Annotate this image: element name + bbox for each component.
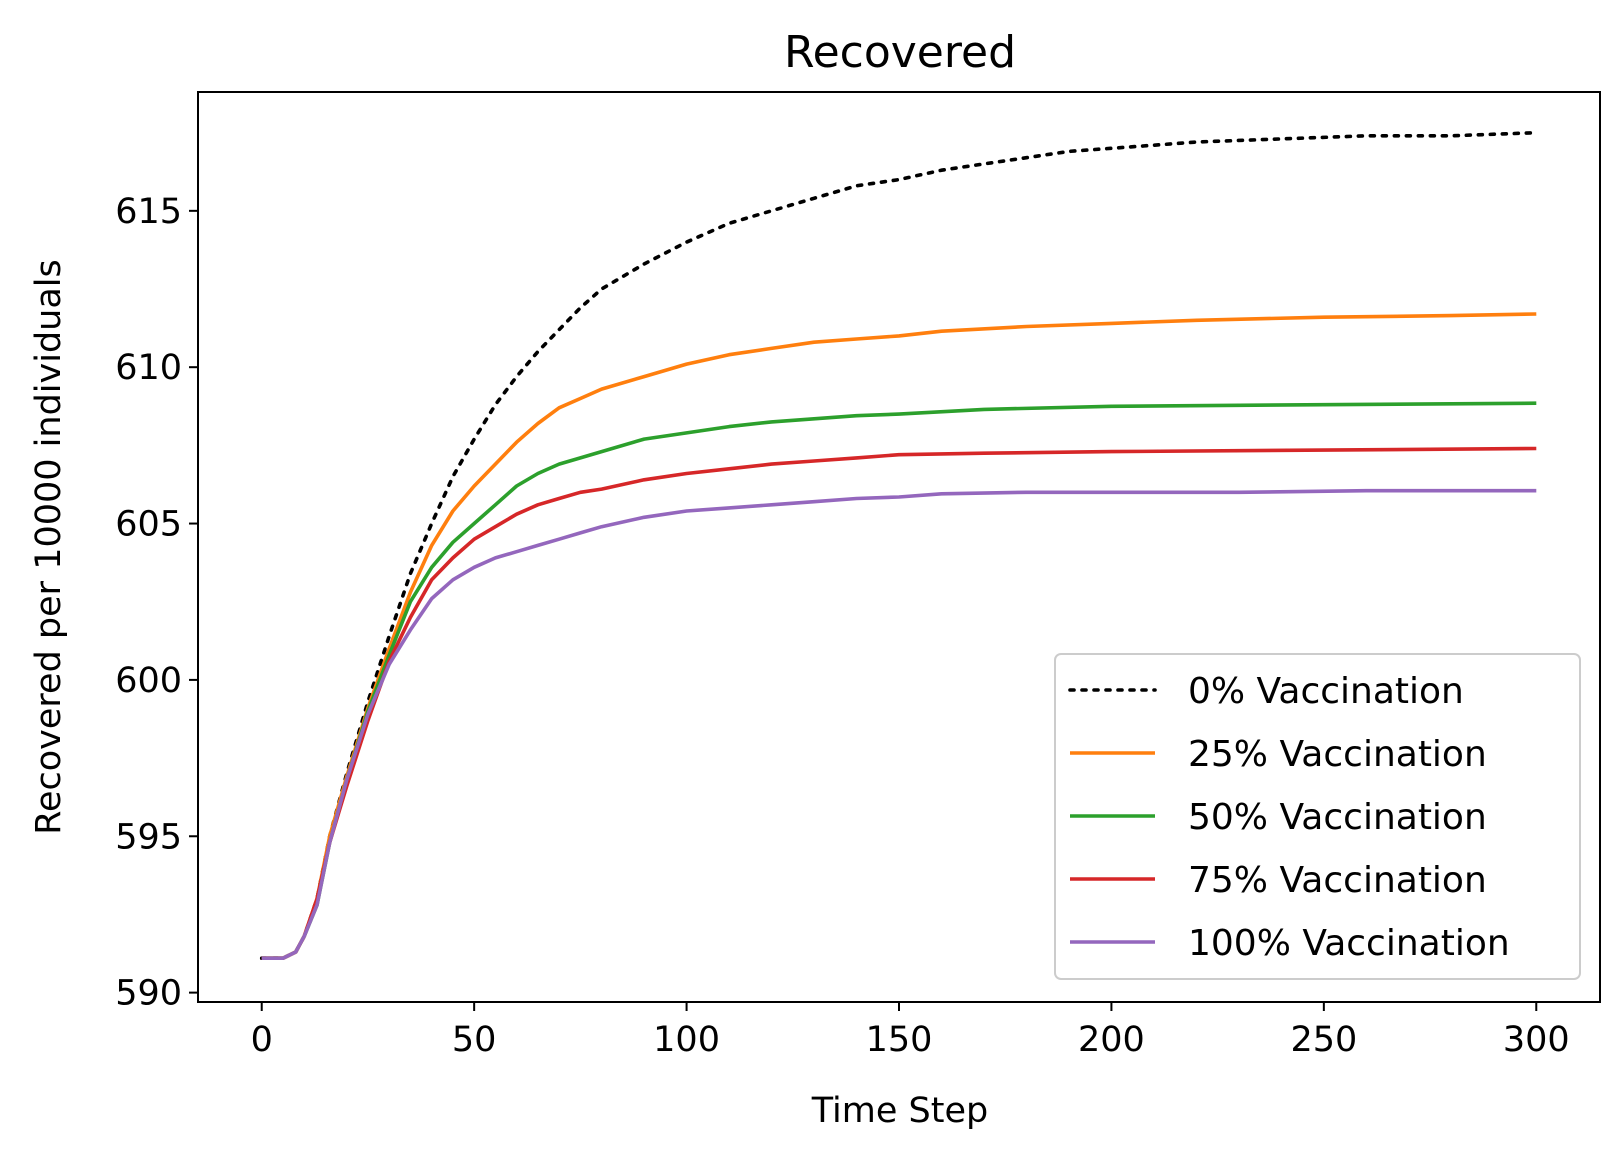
legend-label-3: 75% Vaccination xyxy=(1188,860,1487,901)
plot-area xyxy=(259,130,1539,960)
y-tick-label: 610 xyxy=(115,348,182,388)
legend-label-0: 0% Vaccination xyxy=(1188,671,1464,712)
y-tick-label: 605 xyxy=(115,505,182,545)
y-tick-label: 590 xyxy=(115,974,182,1014)
x-tick-label: 50 xyxy=(452,1020,497,1060)
x-axis-label: Time Step xyxy=(811,1091,988,1131)
series-line-4 xyxy=(261,488,1537,960)
x-tick-label: 100 xyxy=(653,1020,720,1060)
legend-box xyxy=(1054,653,1581,980)
legend-label-4: 100% Vaccination xyxy=(1188,923,1510,964)
x-tick-label: 150 xyxy=(866,1020,933,1060)
legend-label-2: 50% Vaccination xyxy=(1188,797,1487,838)
x-tick-label: 0 xyxy=(251,1020,273,1060)
legend: 0% Vaccination 25% Vaccination 50% Vaccina… xyxy=(1054,653,1581,980)
x-tick-label: 300 xyxy=(1503,1020,1570,1060)
y-axis-label: Recovered per 10000 individuals xyxy=(29,259,69,835)
x-tick-label: 250 xyxy=(1290,1020,1357,1060)
chart-title: Recovered xyxy=(784,27,1016,78)
x-axis: 0 50 100 150 200 250 300 xyxy=(251,1002,1570,1060)
y-tick-label: 600 xyxy=(115,661,182,701)
legend-label-1: 25% Vaccination xyxy=(1188,734,1487,775)
y-tick-label: 595 xyxy=(115,817,182,857)
y-tick-label: 615 xyxy=(115,192,182,232)
y-axis: 590 595 600 605 610 615 xyxy=(115,192,198,1014)
x-tick-label: 200 xyxy=(1078,1020,1145,1060)
